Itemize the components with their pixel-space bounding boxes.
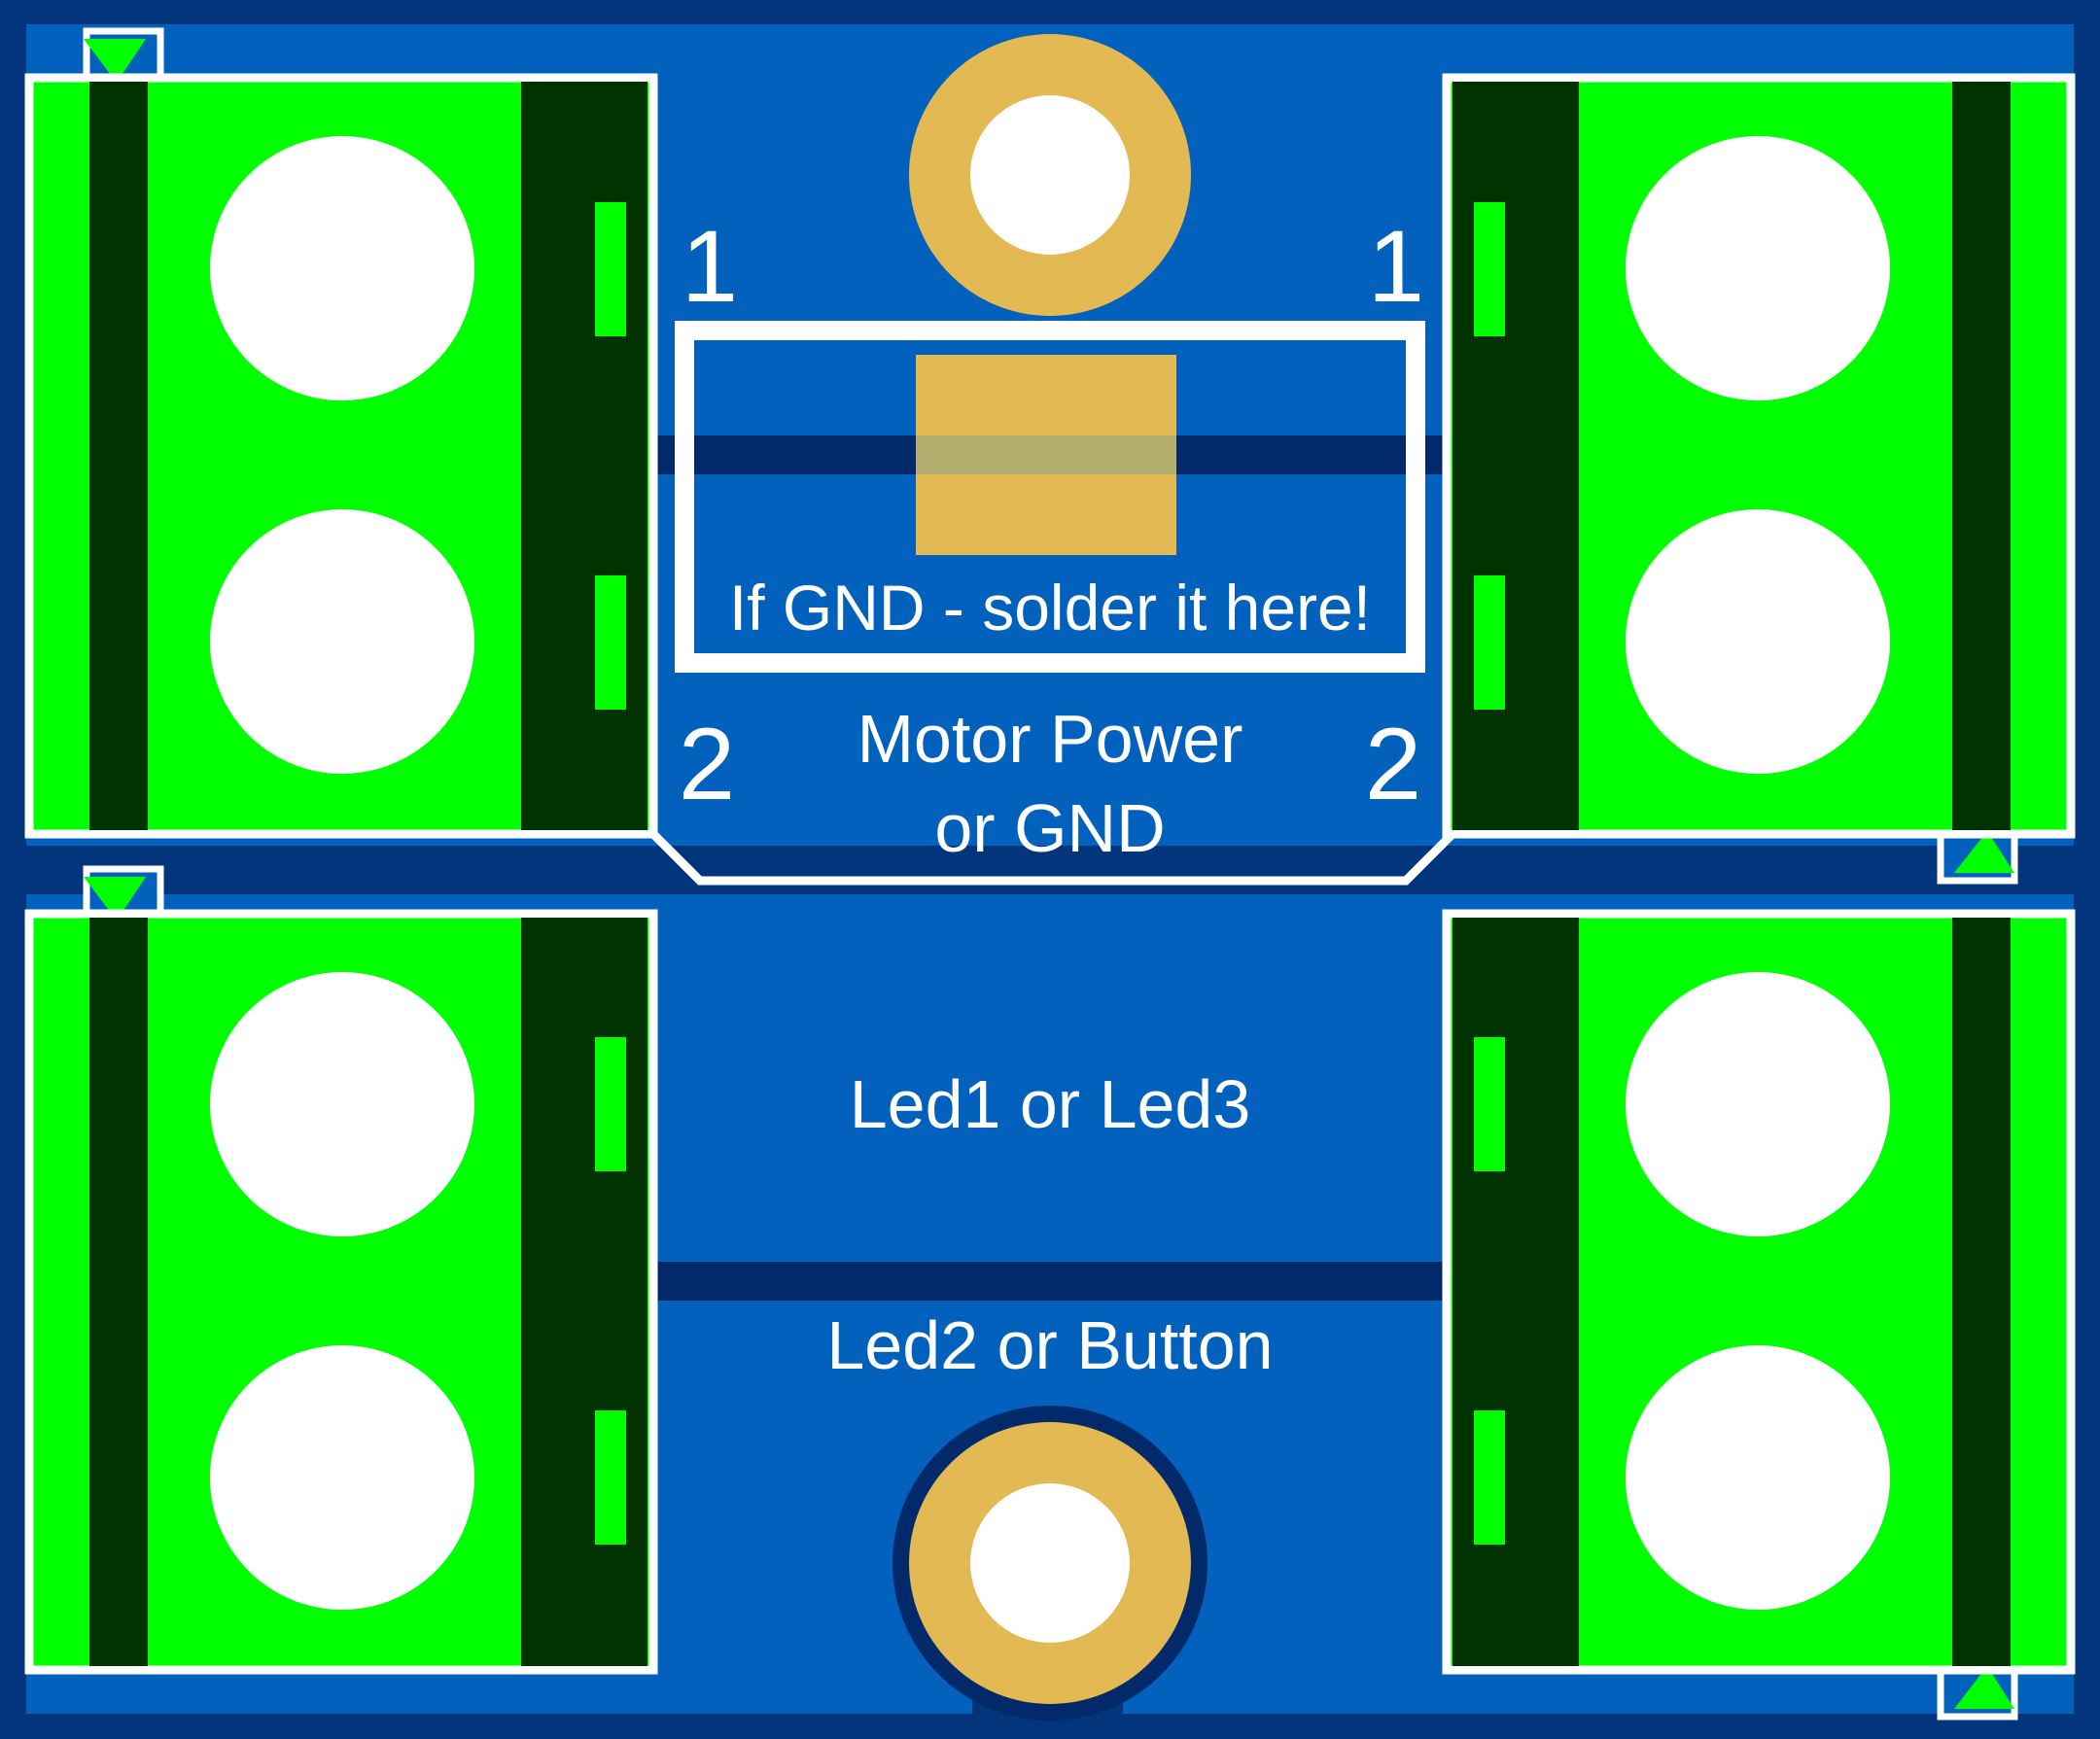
terminal-block-bottom-left: [24, 865, 658, 1675]
pin1-label-left: 1: [682, 210, 738, 324]
solder-jumper: [675, 321, 1425, 673]
center-outline: [649, 830, 1456, 886]
pin2-label-left: 2: [679, 708, 735, 821]
trace-lower-center: [651, 1262, 1449, 1301]
mounting-pad-top: [909, 34, 1191, 316]
pin1-label-right: 1: [1368, 210, 1424, 324]
terminal-block-top-left: [24, 27, 658, 839]
motor-power-line2: or GND: [934, 790, 1165, 866]
trace-middle-horizontal: [26, 846, 2074, 894]
terminal-block-bottom-right: [1442, 909, 2076, 1721]
pin2-label-right: 2: [1365, 708, 1421, 821]
terminal-block-top-right: [1442, 73, 2076, 885]
led-row1-label: Led1 or Led3: [850, 1066, 1251, 1142]
mounting-pad-bottom: [892, 1406, 1208, 1721]
solder-note: If GND - solder it here!: [729, 572, 1371, 643]
motor-power-line1: Motor Power: [858, 701, 1243, 777]
led-row2-label: Led2 or Button: [826, 1307, 1273, 1383]
